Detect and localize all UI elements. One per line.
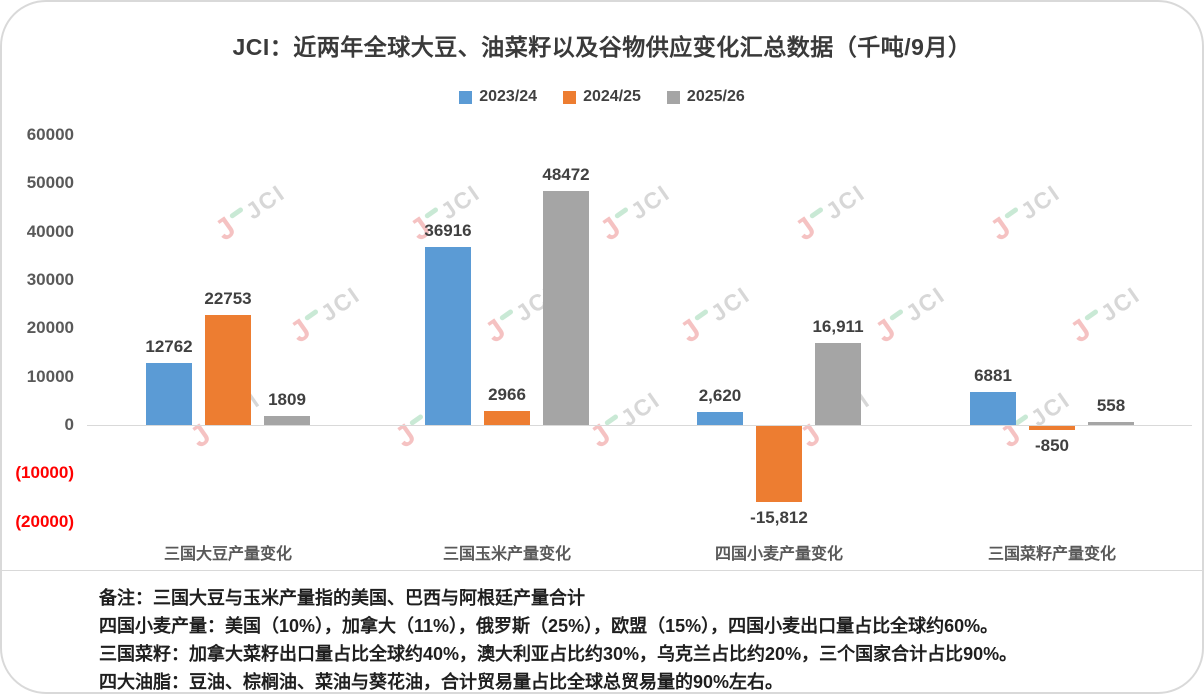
watermark-jci-text: JCI <box>435 178 485 224</box>
legend-swatch <box>459 90 473 104</box>
bar-value-label: 36916 <box>424 220 472 240</box>
legend-item-2023/24: 2023/24 <box>459 88 537 106</box>
bar-value-label: 48472 <box>542 164 590 184</box>
y-tick-label: 20000 <box>26 318 74 338</box>
note-line: 四国小麦产量：美国（10%），加拿大（11%），俄罗斯（25%），欧盟（15%）… <box>99 616 999 636</box>
legend-swatch <box>666 90 680 104</box>
bar-2023/24-三国大豆产量变化 <box>146 363 192 425</box>
y-tick-label: 40000 <box>26 221 74 241</box>
bar-2025/26-四国小麦产量变化 <box>815 343 861 425</box>
bar-2023/24-三国菜籽产量变化 <box>970 391 1016 425</box>
watermark-jci-text: JCI <box>315 280 365 326</box>
y-tick-label: 60000 <box>26 125 74 144</box>
watermark-jci-text: JCI <box>625 178 675 224</box>
notes: 备注：三国大豆与玉米产量指的美国、巴西与阿根廷产量合计四国小麦产量：美国（10%… <box>99 584 1018 692</box>
y-tick-label: (20000) <box>15 511 74 531</box>
x-axis-zero-line <box>87 425 1192 426</box>
category-label-三国大豆产量变化: 三国大豆产量变化 <box>163 546 292 563</box>
bar-value-label: 2,620 <box>698 386 742 406</box>
note-line: 备注：三国大豆与玉米产量指的美国、巴西与阿根廷产量合计 <box>99 588 585 608</box>
bar-2023/24-三国玉米产量变化 <box>425 246 471 425</box>
watermark-jci-text: JCI <box>820 178 870 224</box>
bar-value-label: -850 <box>1034 436 1070 456</box>
watermark-jci-text: JCI <box>1095 280 1145 326</box>
watermark-green-swoosh <box>498 308 514 321</box>
watermark-green-swoosh <box>423 206 439 219</box>
watermark-j-glyph: J <box>674 312 707 350</box>
legend-item-2024/25: 2024/25 <box>563 88 641 106</box>
note-line: 四大油脂：豆油、棕榈油、菜油与葵花油，合计贸易量占比全球总贸易量的90%左右。 <box>99 672 784 692</box>
watermark-j-glyph: J <box>594 210 627 248</box>
bar-value-label: 12762 <box>145 337 193 357</box>
watermark-jci-text: JCI <box>240 178 290 224</box>
watermark-j-glyph: J <box>584 417 617 455</box>
bar-value-label: 1809 <box>268 390 306 410</box>
legend: 2023/24 2024/25 2025/26 <box>2 88 1202 106</box>
watermark-green-swoosh <box>1083 308 1099 321</box>
bar-value-label: 2966 <box>488 384 526 404</box>
bar-2023/24-四国小麦产量变化 <box>697 412 743 425</box>
bar-2024/25-三国菜籽产量变化 <box>1029 426 1075 431</box>
y-tick-label: (10000) <box>15 463 74 483</box>
watermark-j-glyph: J <box>389 417 422 455</box>
bar-2024/25-四国小麦产量变化 <box>756 426 802 503</box>
bar-value-label: 22753 <box>204 289 252 309</box>
category-label-三国玉米产量变化: 三国玉米产量变化 <box>442 546 571 563</box>
bar-value-label: 16,911 <box>812 317 864 337</box>
watermark-jci-text: JCI <box>705 280 755 326</box>
bar-value-label: 558 <box>1096 396 1126 416</box>
watermark-jci-text: JCI <box>1015 178 1065 224</box>
legend-label: 2025/26 <box>686 88 745 105</box>
bar-2025/26-三国菜籽产量变化 <box>1088 422 1134 425</box>
legend-label: 2024/25 <box>583 88 641 105</box>
watermark-green-swoosh <box>808 206 824 219</box>
note-line: 三国菜籽：加拿大菜籽出口量占比全球约40%，澳大利亚占比约30%，乌克兰占比约2… <box>99 644 1018 664</box>
watermark-j-glyph: J <box>984 210 1017 248</box>
watermark-j-glyph: J <box>284 312 317 350</box>
bar-value-label: 6881 <box>974 365 1012 385</box>
bar-2024/25-三国大豆产量变化 <box>205 315 251 425</box>
watermark-green-swoosh <box>228 206 244 219</box>
divider <box>2 570 1202 571</box>
legend-swatch <box>563 90 577 104</box>
watermark-green-swoosh <box>613 206 629 219</box>
bar-2025/26-三国大豆产量变化 <box>264 416 310 425</box>
watermark-j-glyph: J <box>209 210 242 248</box>
watermark-j-glyph: J <box>1064 312 1097 350</box>
category-label-四国小麦产量变化: 四国小麦产量变化 <box>714 546 843 563</box>
watermark-green-swoosh <box>693 308 709 321</box>
watermark-green-swoosh <box>303 308 319 321</box>
legend-item-2025/26: 2025/26 <box>666 88 745 106</box>
watermark-green-swoosh <box>1003 206 1019 219</box>
y-tick-label: 30000 <box>26 270 74 289</box>
page-title: JCI：近两年全球大豆、油菜籽以及谷物供应变化汇总数据（千吨/9月） <box>232 34 972 60</box>
legend-label: 2023/24 <box>479 88 538 105</box>
watermark-j-glyph: J <box>789 210 822 248</box>
y-tick-label: 50000 <box>26 173 74 193</box>
bar-value-label: -15,812 <box>750 508 808 528</box>
bar-2024/25-三国玉米产量变化 <box>484 410 530 425</box>
watermark-j-glyph: J <box>479 312 512 350</box>
y-tick-label: 10000 <box>26 366 74 386</box>
bar-2025/26-三国玉米产量变化 <box>543 190 589 425</box>
category-label-三国菜籽产量变化: 三国菜籽产量变化 <box>987 546 1116 563</box>
watermark-jci-text: JCI <box>900 280 950 326</box>
y-tick-label: 0 <box>64 415 74 434</box>
